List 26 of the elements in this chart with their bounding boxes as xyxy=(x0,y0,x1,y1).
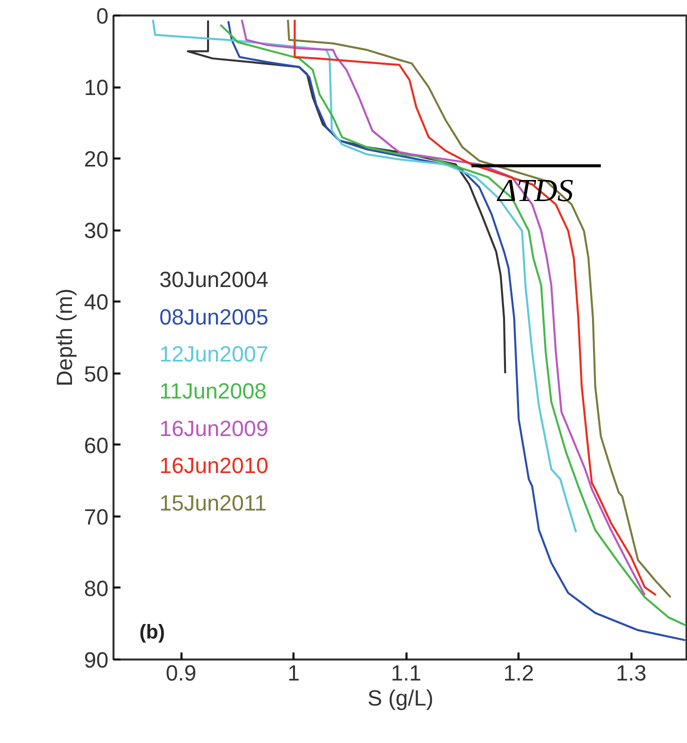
y-tick-label: 10 xyxy=(84,75,109,100)
text: 30Jun2004 xyxy=(159,267,268,292)
text: 16Jun2009 xyxy=(159,416,268,441)
y-tick-label: 50 xyxy=(84,361,109,386)
x-tick-label: 0.9 xyxy=(166,660,196,686)
x-tick-label: 1 xyxy=(287,660,300,686)
y-tick-label: 30 xyxy=(84,218,109,244)
annotation: (b) xyxy=(139,621,165,644)
y-tick-label: 90 xyxy=(84,648,109,672)
y-tick-label: 20 xyxy=(84,146,109,172)
y-tick-label: 0 xyxy=(96,4,109,28)
x-tick-label: 1.2 xyxy=(503,660,534,686)
y-tick-label: 80 xyxy=(84,576,109,601)
y-axis-title: Depth (m) xyxy=(52,288,78,386)
text: 08Jun2005 xyxy=(159,304,268,330)
y-tick-label: 40 xyxy=(84,290,109,315)
text: 16Jun2010 xyxy=(159,453,268,478)
text: 12Jun2007 xyxy=(159,341,268,366)
x-tick-label: 1.1 xyxy=(390,660,422,686)
text: 11Jun2008 xyxy=(159,378,267,404)
line-series xyxy=(152,18,578,534)
x-tick-label: 1.3 xyxy=(616,660,647,686)
y-tick-label: 60 xyxy=(84,432,109,458)
y-tick-label: 70 xyxy=(84,504,109,530)
x-axis-title: S (g/L) xyxy=(367,686,434,710)
text: 15Jun2011 xyxy=(159,490,267,516)
